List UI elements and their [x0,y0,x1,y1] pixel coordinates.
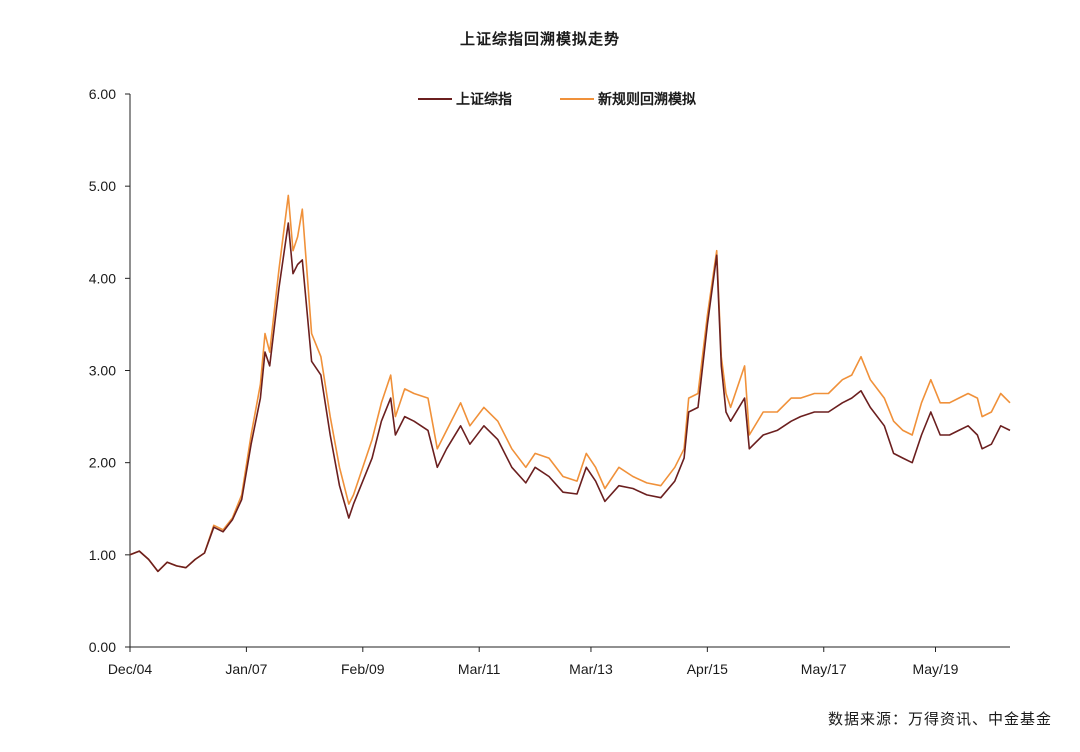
legend-item-simulation: 新规则回溯模拟 [560,91,696,108]
legend-item-index: 上证综指 [418,91,512,108]
y-tick-label: 3.00 [89,363,116,379]
x-tick-label: May/17 [801,661,847,677]
x-tick-label: Mar/13 [569,661,613,677]
y-tick-label: 5.00 [89,178,116,194]
legend-label: 上证综指 [456,91,512,108]
y-tick-label: 0.00 [89,639,116,655]
series-lines [129,194,1011,573]
x-tick-label: Apr/15 [687,661,728,677]
axes [125,93,1010,652]
y-tick-label: 2.00 [89,455,116,471]
y-tick-label: 4.00 [89,270,116,286]
series-line-index [129,222,1011,573]
x-tick-label: Dec/04 [108,661,153,677]
chart-title: 上证综指回溯模拟走势 [459,30,620,48]
x-tick-label: Mar/11 [458,661,501,677]
y-tick-label: 6.00 [89,86,116,102]
y-tick-label: 1.00 [89,547,116,563]
legend: 上证综指 新规则回溯模拟 [418,91,696,108]
x-tick-label: Jan/07 [225,661,267,677]
source-note: 数据来源：万得资讯、中金基金 [827,710,1052,728]
series-line-simulation [129,194,1011,573]
x-tick-label: May/19 [913,661,959,677]
legend-label: 新规则回溯模拟 [598,91,696,108]
tick-labels: 0.00 1.00 2.00 3.00 4.00 5.00 6.00 Dec/04 Jan/07… [89,86,959,677]
x-tick-label: Feb/09 [341,661,385,677]
